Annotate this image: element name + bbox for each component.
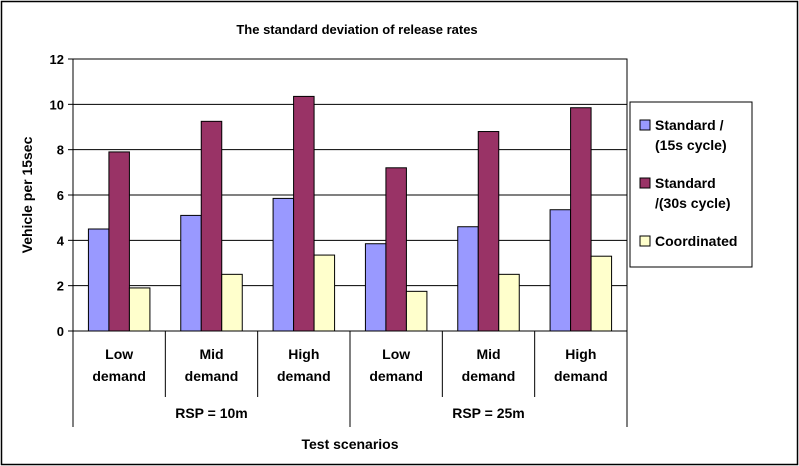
- legend: Standard / (15s cycle) Standard /(30s cycle…: [629, 101, 753, 268]
- y-tick-label: 8: [57, 143, 64, 158]
- y-tick-label: 0: [57, 324, 64, 339]
- y-tick-label: 2: [57, 279, 64, 294]
- y-tick-label: 4: [57, 233, 65, 248]
- x-category-label: Low: [105, 346, 133, 362]
- legend-swatch: [639, 119, 651, 131]
- x-category-label: demand: [369, 368, 423, 384]
- bar: [108, 151, 130, 332]
- legend-swatch: [639, 235, 651, 247]
- x-axis-title: Test scenarios: [301, 436, 398, 452]
- bar: [570, 107, 592, 332]
- bar: [87, 228, 110, 332]
- bar: [200, 120, 223, 332]
- plot-area: [72, 58, 628, 332]
- bar: [293, 95, 315, 332]
- legend-label: /(30s cycle): [655, 195, 731, 211]
- bar: [313, 254, 336, 332]
- y-tick-label: 12: [50, 52, 64, 67]
- x-category-label: demand: [92, 368, 146, 384]
- bar: [272, 197, 295, 332]
- y-axis-title: Vehicle per 15sec: [19, 136, 35, 253]
- x-category-label: demand: [277, 368, 331, 384]
- bar: [180, 214, 202, 332]
- y-tick-label: 10: [50, 97, 64, 112]
- x-category-label: High: [565, 346, 596, 362]
- legend-label: Standard /: [655, 117, 724, 133]
- bar: [457, 226, 479, 332]
- legend-label: (15s cycle): [655, 137, 727, 153]
- bar: [385, 167, 407, 332]
- x-category-label: demand: [462, 368, 516, 384]
- bar: [549, 209, 572, 332]
- x-category-label: demand: [554, 368, 608, 384]
- x-category-label: Mid: [199, 346, 223, 362]
- y-tick-label: 6: [57, 188, 64, 203]
- x-group-label: RSP = 10m: [175, 405, 248, 421]
- bar: [590, 255, 613, 332]
- axes: 0 2 4 6 8 10 12 Low demand Mid demand High demand Low…: [50, 52, 628, 427]
- bar: [477, 131, 500, 332]
- bar: [128, 287, 151, 332]
- bar: [364, 243, 387, 332]
- bar: [221, 273, 243, 332]
- legend-label: Standard: [655, 175, 716, 191]
- x-category-label: Mid: [476, 346, 500, 362]
- legend-label: Coordinated: [655, 233, 737, 249]
- bar: [498, 273, 520, 332]
- x-category-label: demand: [185, 368, 239, 384]
- chart-title: The standard deviation of release rates: [236, 22, 477, 37]
- bar: [405, 290, 428, 332]
- legend-swatch: [639, 177, 651, 189]
- x-category-label: Low: [382, 346, 410, 362]
- x-group-label: RSP = 25m: [452, 405, 525, 421]
- x-category-label: High: [288, 346, 319, 362]
